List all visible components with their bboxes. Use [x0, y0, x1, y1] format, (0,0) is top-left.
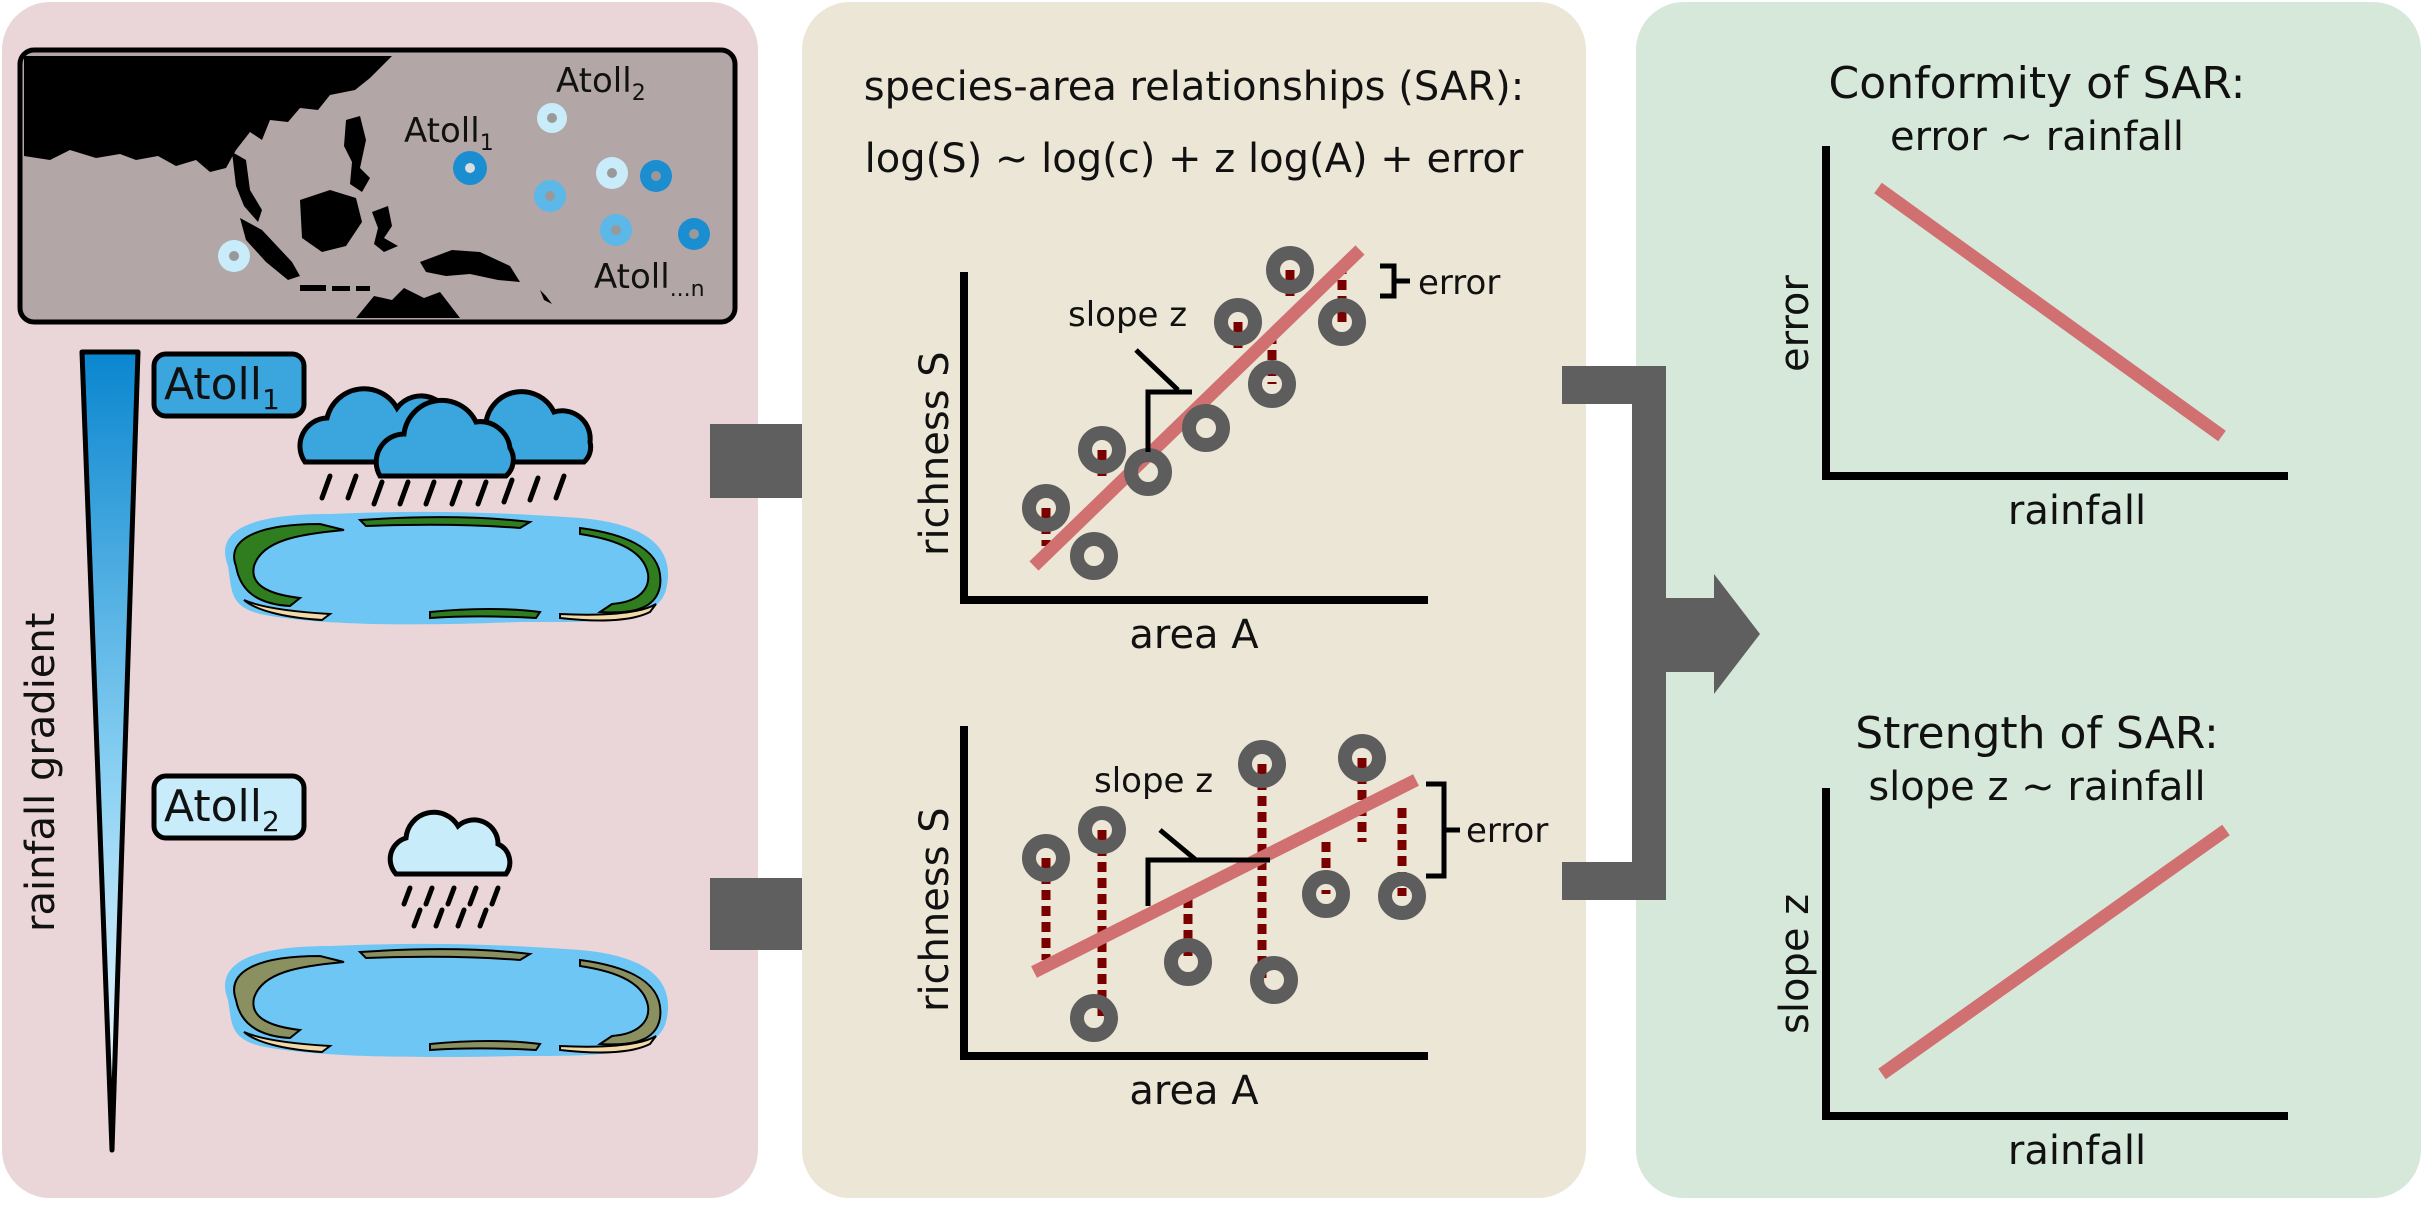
light-rain-cloud [387, 809, 513, 877]
sar-top-point [1266, 246, 1314, 294]
atoll-1-island [225, 511, 669, 625]
strength-subtitle: slope z ~ rainfall [1868, 764, 2205, 810]
sar-plot-atoll-2: richness S area A slope z error [912, 726, 1548, 1114]
strength-ylabel: slope z [1772, 894, 1818, 1034]
rainfall-gradient-label: rainfall gradient [18, 613, 64, 932]
sar-top-point [1124, 448, 1172, 496]
conformity-title: Conformity of SAR: [1829, 58, 2246, 109]
map-atoll-markers [218, 103, 710, 272]
light-rain-drops [401, 885, 501, 929]
conformity-trend-line [1874, 182, 2226, 442]
map: Atoll1 Atoll2 Atoll...n [17, 47, 738, 325]
sar-top-point [1022, 484, 1070, 532]
conformity-ylabel: error [1772, 275, 1818, 372]
strength-trend-line [1878, 824, 2230, 1080]
heavy-rain-drops [319, 473, 567, 507]
sar-top-xlabel: area A [1129, 612, 1259, 658]
sar-bottom-point [1022, 834, 1070, 882]
atoll-2-island [225, 943, 669, 1057]
svg-text:Atoll1: Atoll1 [164, 359, 280, 416]
sar-bottom-axes [960, 726, 1428, 1060]
map-label-atoll-n: Atoll...n [594, 257, 705, 302]
sar-bottom-point [1250, 956, 1298, 1004]
sar-top-point [1318, 298, 1366, 346]
sar-bottom-error-label: error [1466, 811, 1548, 851]
sar-bottom-point [1238, 740, 1286, 788]
sar-bottom-slope-label: slope z [1094, 761, 1213, 801]
strength-xlabel: rainfall [2008, 1128, 2146, 1174]
strength-title: Strength of SAR: [1855, 708, 2219, 759]
sar-top-point [1248, 360, 1296, 408]
sar-bottom-slope-bracket [1145, 857, 1270, 906]
sar-top-points [1022, 246, 1366, 580]
sar-bottom-point [1078, 806, 1126, 854]
sar-top-point [1214, 298, 1262, 346]
strength-axes [1822, 788, 2288, 1120]
sar-top-error-label: error [1418, 263, 1500, 303]
right-panel [1636, 2, 2421, 1198]
sar-bottom-xlabel: area A [1129, 1068, 1259, 1114]
conformity-xlabel: rainfall [2008, 488, 2146, 534]
sar-top-axes [960, 272, 1428, 604]
sar-plot-atoll-1: richness S area A slope z er [912, 245, 1500, 658]
heavy-rain-clouds [297, 386, 594, 479]
atoll-2-label: Atoll2 [151, 773, 307, 841]
sar-bottom-points [1022, 734, 1426, 1042]
sar-bottom-point [1070, 994, 1118, 1042]
map-label-atoll-2: Atoll2 [556, 61, 646, 106]
svg-text:Atoll2: Atoll2 [164, 781, 280, 838]
sar-bottom-regression-line [1031, 774, 1419, 978]
sar-top-point [1078, 426, 1126, 474]
conformity-axes [1822, 146, 2288, 480]
rainfall-gradient-wedge [79, 349, 141, 1153]
sar-equation: log(S) ~ log(c) + z log(A) + error [865, 136, 1524, 182]
map-label-atoll-1: Atoll1 [404, 111, 494, 156]
sar-top-slope-label: slope z [1068, 295, 1187, 335]
sar-top-ylabel: richness S [912, 351, 958, 556]
combine-arrow [1562, 366, 1760, 900]
strength-plot: Strength of SAR: slope z ~ rainfall slop… [1772, 708, 2288, 1174]
sar-title: species-area relationships (SAR): [864, 64, 1524, 110]
sar-top-point [1070, 532, 1118, 580]
sar-bottom-point [1302, 870, 1350, 918]
sar-bottom-point [1378, 872, 1426, 920]
sar-top-point [1182, 404, 1230, 452]
atoll-1-label: Atoll1 [151, 351, 307, 419]
conformity-subtitle: error ~ rainfall [1890, 114, 2184, 160]
sar-bottom-ylabel: richness S [912, 807, 958, 1012]
map-landmass [24, 56, 552, 318]
sar-bottom-point [1164, 938, 1212, 986]
sar-bottom-point [1338, 734, 1386, 782]
conformity-plot: Conformity of SAR: error ~ rainfall erro… [1772, 58, 2288, 534]
